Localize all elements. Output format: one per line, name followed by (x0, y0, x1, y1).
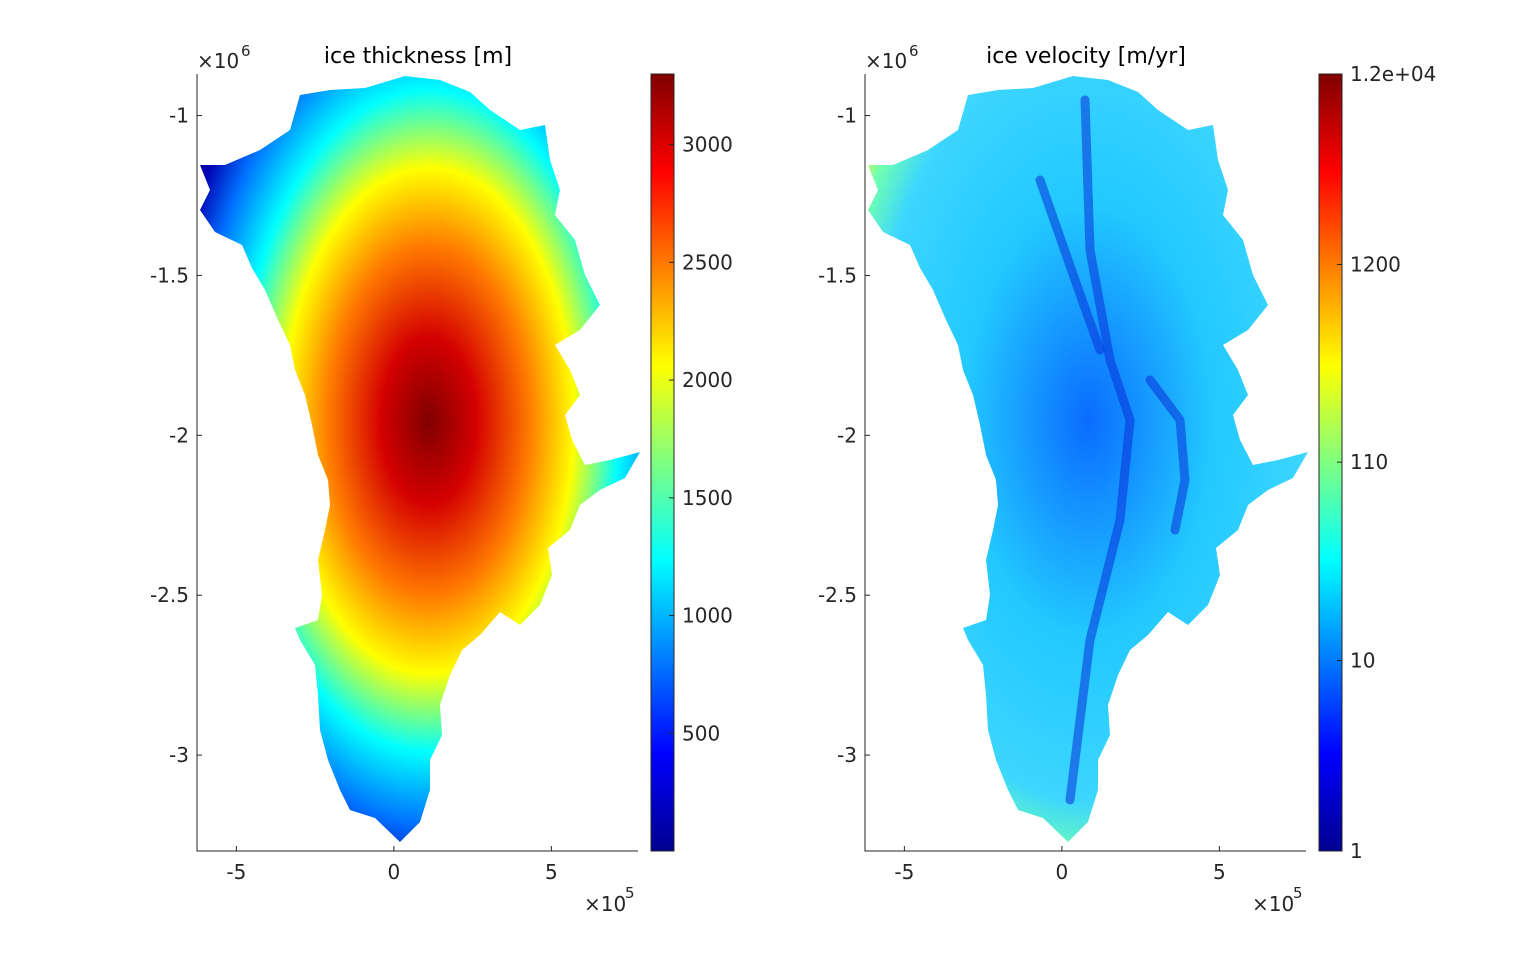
thickness-y-tick-label: -1.5 (150, 263, 189, 287)
velocity-x-exponent-power: 5 (1293, 884, 1303, 902)
thickness-y-exponent: ×10 6 (197, 42, 251, 73)
velocity-colorbar-tick-label: 10 (1350, 649, 1375, 673)
velocity-y-tick-label: -2.5 (818, 583, 857, 607)
velocity-x-tick-label: 0 (1056, 860, 1069, 884)
thickness-x-exponent-power: 5 (625, 884, 635, 902)
velocity-y-tick-label: -1.5 (818, 263, 857, 287)
velocity-x-exponent: ×10 5 (1252, 884, 1303, 916)
thickness-x-exponent-base: ×10 (584, 892, 626, 916)
thickness-colorbar-tick-label: 1500 (682, 486, 733, 510)
velocity-y-exponent-base: ×10 (865, 49, 907, 73)
thickness-colorbar-tick-label: 1000 (682, 604, 733, 628)
thickness-y-exponent-base: ×10 (197, 49, 239, 73)
thickness-panel: -1 -1.5 -2 -2.5 -3 -5 0 5 ice thickness [m] ×10… (150, 42, 733, 916)
velocity-y-tick-label: -3 (837, 743, 857, 767)
thickness-colorbar-tick-label: 2000 (682, 368, 733, 392)
velocity-map (868, 76, 1308, 842)
velocity-colorbar-tick-label: 1 (1350, 839, 1363, 863)
velocity-chart-title: ice velocity [m/yr] (986, 44, 1186, 69)
velocity-slow-streak (1035, 175, 1105, 355)
velocity-axis-lines (864, 74, 1306, 852)
thickness-x-tick-label: 0 (388, 860, 401, 884)
thickness-y-tick-label: -3 (169, 743, 189, 767)
velocity-x-exponent-base: ×10 (1252, 892, 1294, 916)
velocity-y-tick-label: -1 (837, 104, 857, 128)
velocity-x-tick-label: -5 (894, 860, 914, 884)
velocity-y-exponent-power: 6 (909, 42, 919, 60)
thickness-colorbar (650, 73, 675, 852)
velocity-y-tick-label: -2 (837, 423, 857, 447)
velocity-colorbar-tick-label: 1200 (1350, 252, 1401, 276)
velocity-colorbar-tick-label: 1.2e+04 (1350, 62, 1436, 86)
velocity-y-exponent: ×10 6 (865, 42, 919, 73)
velocity-panel: -1 -1.5 -2 -2.5 -3 -5 0 5 ice velocity [m/yr] ×… (818, 42, 1436, 916)
thickness-x-tick-label: -5 (226, 860, 246, 884)
thickness-y-exponent-power: 6 (241, 42, 251, 60)
thickness-y-tick-label: -1 (169, 104, 189, 128)
thickness-y-tick-label: -2.5 (150, 583, 189, 607)
thickness-colorbar-ticks: 500 1000 1500 2000 2500 3000 (669, 133, 733, 745)
thickness-y-tick-label: -2 (169, 423, 189, 447)
velocity-colorbar-tick-label: 110 (1350, 450, 1388, 474)
thickness-colorbar-tick-label: 500 (682, 721, 720, 745)
thickness-field (200, 76, 640, 842)
thickness-colorbar-tick-label: 2500 (682, 250, 733, 274)
thickness-colorbar-tick-label: 3000 (682, 133, 733, 157)
velocity-slow-streak (1145, 375, 1190, 535)
velocity-x-tick-label: 5 (1213, 860, 1226, 884)
thickness-chart-title: ice thickness [m] (324, 44, 512, 69)
thickness-axes: -1 -1.5 -2 -2.5 -3 -5 0 5 (150, 74, 638, 884)
velocity-axes: -1 -1.5 -2 -2.5 -3 -5 0 5 (818, 74, 1306, 884)
thickness-axis-lines (196, 74, 638, 852)
thickness-x-tick-label: 5 (545, 860, 558, 884)
thickness-x-exponent: ×10 5 (584, 884, 635, 916)
velocity-slow-streak (1065, 95, 1135, 805)
thickness-map (200, 76, 640, 842)
